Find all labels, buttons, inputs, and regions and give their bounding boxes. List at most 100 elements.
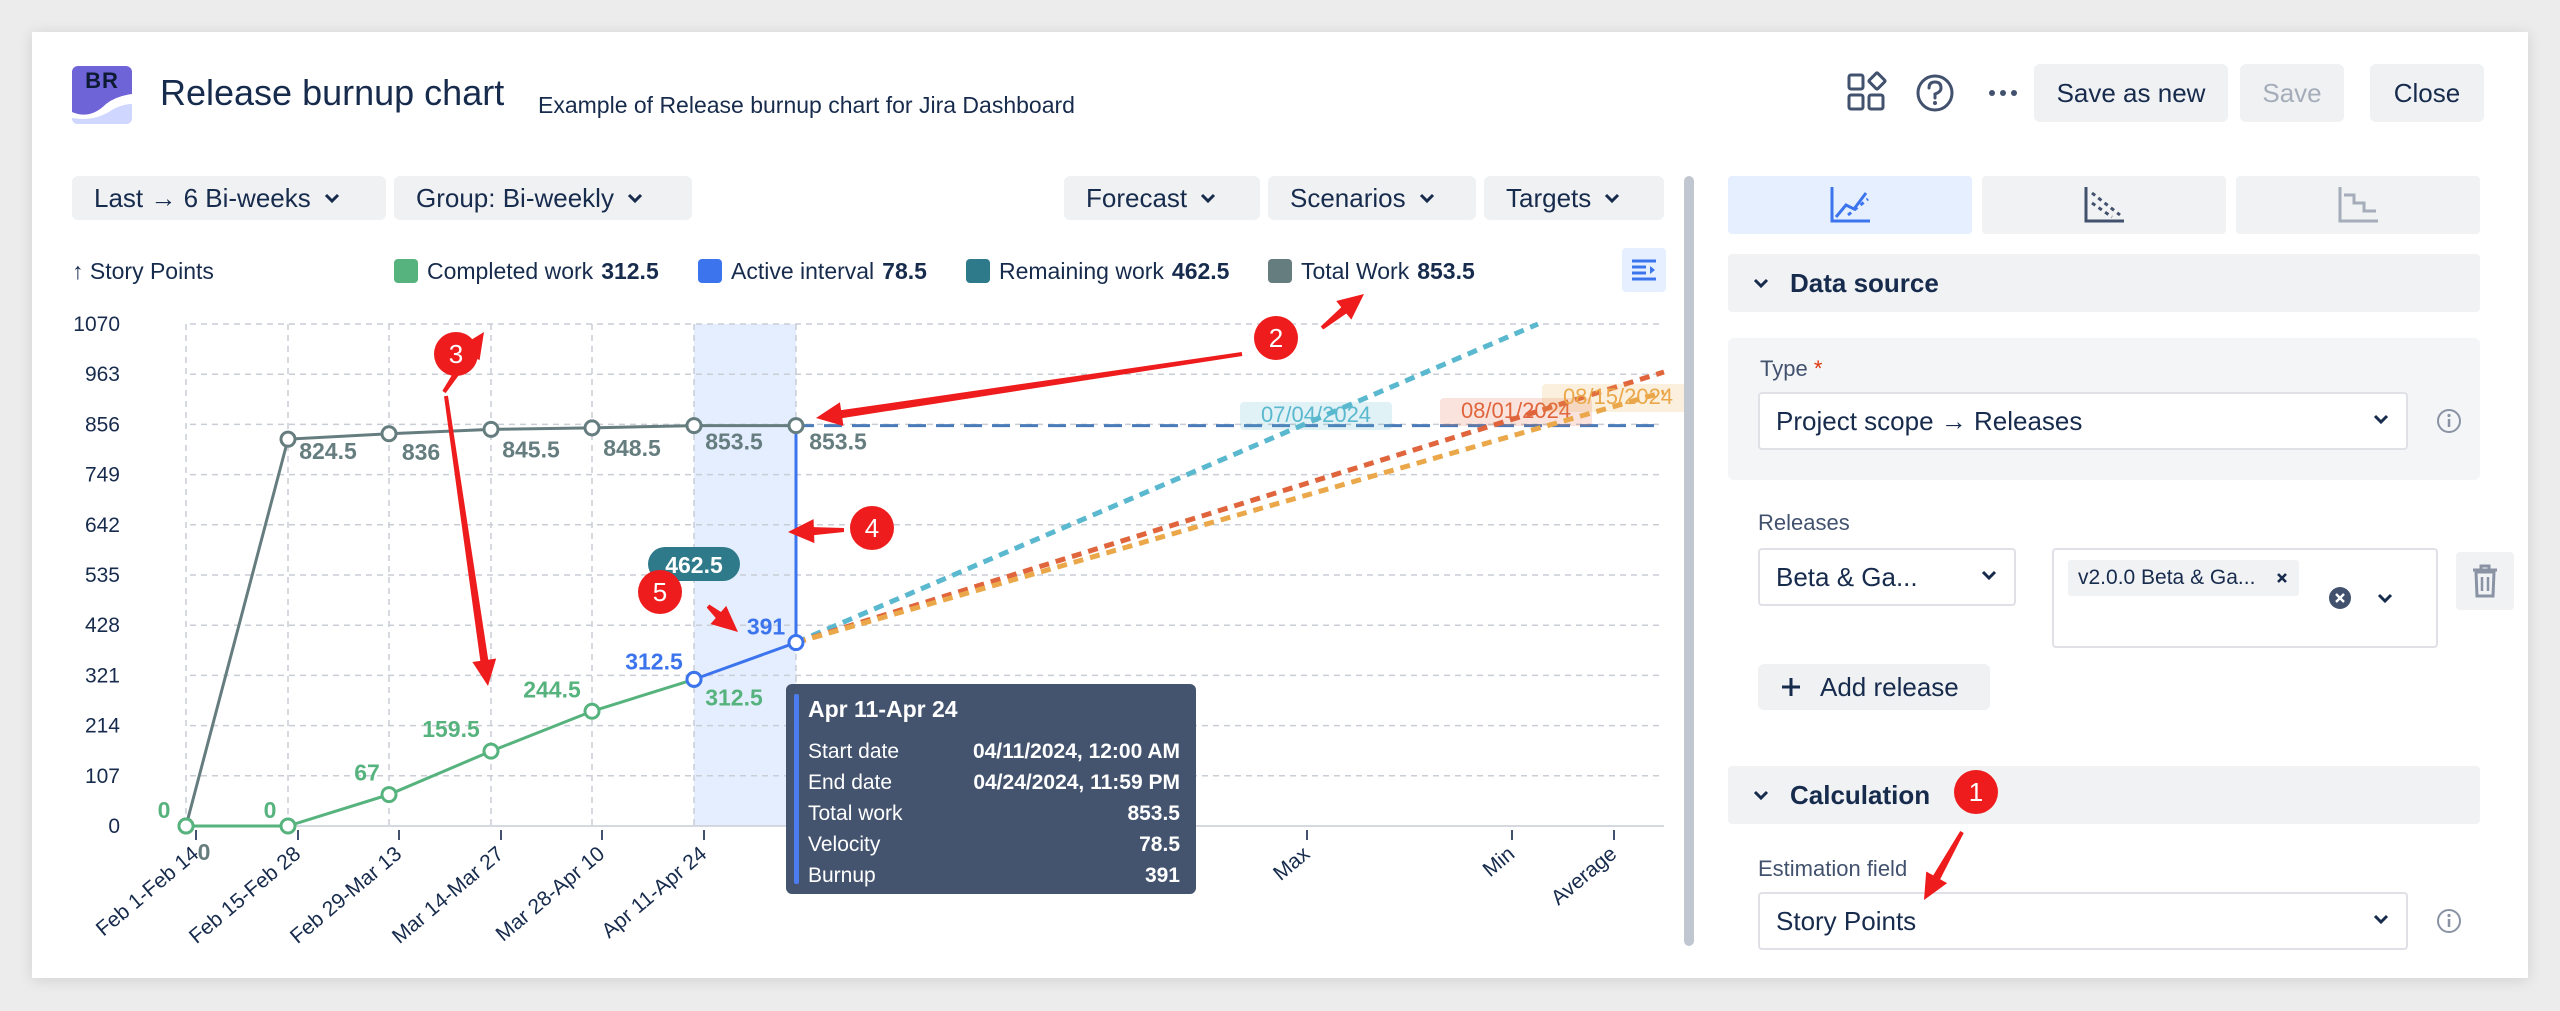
annotation-overlay: 1 2 3 4 5: [434, 294, 1998, 900]
chevron-down-icon: [2373, 414, 2389, 425]
save-button[interactable]: Save: [2240, 64, 2344, 122]
close-button[interactable]: Close: [2370, 64, 2484, 122]
legend-total-work[interactable]: Total Work 853.5: [1268, 255, 1475, 287]
group-dropdown[interactable]: Group: Bi-weekly: [394, 176, 692, 220]
total-work-point: [787, 417, 805, 435]
total-work-data-label: 0: [198, 839, 211, 865]
annotation-arrow: [706, 604, 738, 632]
scenarios-label: Scenarios: [1290, 182, 1406, 213]
annotation-arrow: [444, 395, 497, 686]
legend-completed-work[interactable]: Completed work 312.5: [394, 255, 659, 287]
clear-icon[interactable]: [2328, 586, 2352, 610]
forecast-line: [795, 369, 1665, 645]
data-source-title: Data source: [1790, 267, 1939, 298]
legend-toggle-button[interactable]: [1622, 248, 1666, 292]
forecast-label: Forecast: [1086, 182, 1188, 213]
legend-active-interval[interactable]: Active interval 78.5: [698, 255, 927, 287]
completed-work-point: [583, 702, 601, 720]
annotation-arrow: [1320, 294, 1364, 330]
annotation-badge: [1954, 770, 1998, 814]
annotation-arrow: [788, 519, 845, 544]
tooltip-title: Apr 11-Apr 24: [808, 696, 958, 722]
add-release-button[interactable]: Add release: [1758, 664, 1990, 710]
forecast-date-badge: [1240, 402, 1392, 430]
forecast-line: [795, 389, 1665, 645]
chevron-down-icon: [1753, 790, 1769, 801]
logo-wave-icon: [72, 94, 132, 124]
legend-value: 78.5: [882, 257, 927, 284]
type-select-value: Project scope → Releases: [1776, 405, 2083, 436]
help-button[interactable]: [1906, 64, 1964, 122]
save-as-new-button[interactable]: Save as new: [2034, 64, 2228, 122]
active-interval-point: [685, 670, 703, 688]
completed-work-data-label: 312.5: [705, 684, 763, 710]
forecast-dropdown[interactable]: Forecast: [1064, 176, 1260, 220]
range-dropdown[interactable]: Last → 6 Bi-weeks: [72, 176, 386, 220]
calculation-title: Calculation: [1790, 779, 1931, 810]
y-tick-label: 428: [85, 614, 120, 637]
y-tick-label: 749: [85, 464, 120, 487]
active-interval-data-label: 312.5: [625, 648, 683, 674]
completed-work-point: [279, 817, 297, 835]
legend-remaining-work[interactable]: Remaining work 462.5: [966, 255, 1229, 287]
remaining-work-badge: [648, 547, 740, 581]
total-work-data-label: 824.5: [299, 438, 357, 464]
tab-forecast-settings[interactable]: [1982, 176, 2226, 234]
tab-step-settings[interactable]: [2236, 176, 2480, 234]
tooltip-value: 04/24/2024, 11:59 PM: [973, 771, 1180, 794]
completed-work-data-label: 159.5: [422, 716, 480, 742]
annotation-badge: [638, 570, 682, 614]
chevron-down-icon: [1605, 193, 1620, 204]
chevron-down-icon: [1201, 193, 1216, 204]
group-label: Group: Bi-weekly: [416, 182, 614, 213]
calculation-section-header[interactable]: Calculation: [1728, 766, 2480, 824]
logo-text: BR: [85, 68, 119, 93]
completed-work-point: [380, 786, 398, 804]
legend-swatch: [966, 259, 990, 283]
legend-swatch: [394, 259, 418, 283]
tooltip-value: 853.5: [1127, 802, 1180, 825]
y-axis-title: ↑ Story Points: [72, 258, 214, 284]
targets-dropdown[interactable]: Targets: [1484, 176, 1664, 220]
estimation-select[interactable]: Story Points: [1758, 892, 2408, 950]
y-tick-label: 963: [85, 363, 120, 386]
help-icon: [1916, 74, 1954, 112]
forecast-date-badge: [1542, 384, 1694, 412]
tooltip-key: Burnup: [808, 864, 876, 887]
required-mark: *: [1813, 356, 1823, 381]
scenarios-dropdown[interactable]: Scenarios: [1268, 176, 1476, 220]
forecast-line: [795, 321, 1539, 645]
annotation-badge: [1254, 316, 1298, 360]
annotation-number: 4: [865, 513, 879, 543]
widgets-button[interactable]: [1838, 64, 1896, 122]
add-release-label: Add release: [1820, 671, 1959, 702]
total-work-point: [685, 417, 703, 435]
chart-scrollbar[interactable]: [1684, 176, 1694, 946]
forecast-date-badge: [1440, 398, 1592, 426]
release-multi-select[interactable]: v2.0.0 Beta & Ga...: [2052, 548, 2438, 648]
delete-release-button[interactable]: [2456, 552, 2514, 610]
total-work-data-label: 845.5: [502, 436, 560, 462]
chart-forecast-icon: [2084, 187, 2124, 223]
completed-work-point: [482, 742, 500, 760]
release-group-select[interactable]: Beta & Ga...: [1758, 548, 2016, 606]
total-work-data-label: 853.5: [809, 429, 867, 455]
forecast-date-label: 07/04/2024: [1261, 402, 1371, 427]
tooltip-value: 04/11/2024, 12:00 AM: [972, 740, 1180, 763]
annotation-badge: [850, 506, 894, 550]
estimation-info-icon[interactable]: [2436, 908, 2462, 934]
completed-work-line: [186, 677, 695, 828]
tooltip-value: 391: [1144, 864, 1180, 887]
type-select[interactable]: Project scope → Releases: [1758, 392, 2408, 450]
remove-tag-icon[interactable]: [2275, 571, 2289, 585]
data-source-section-header[interactable]: Data source: [1728, 254, 2480, 312]
chevron-down-icon: [2377, 593, 2393, 604]
legend-name: Active interval: [731, 257, 875, 284]
type-info-icon[interactable]: [2436, 408, 2462, 434]
forecast-date-label: 08/15/2024: [1563, 384, 1673, 409]
tab-burnup-settings[interactable]: [1728, 176, 1972, 234]
annotation-arrow: [1924, 831, 1964, 900]
chevron-down-icon: [1753, 278, 1769, 289]
more-button[interactable]: [1974, 64, 2032, 122]
forecast-date-label: 08/01/2024: [1461, 398, 1571, 423]
